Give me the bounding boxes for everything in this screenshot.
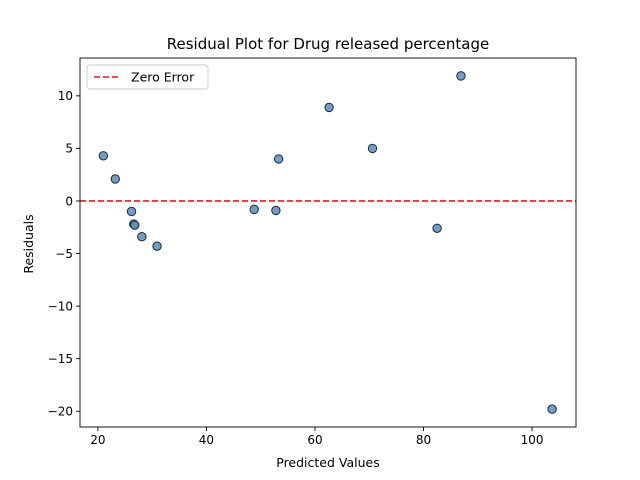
x-tick-label: 100 [521, 433, 544, 447]
plot-area: 20 40 60 80 100 10 5 0 −5 −10 −15 −20 Zero Error [48, 57, 577, 447]
y-tick-label: 5 [65, 142, 73, 156]
residual-point [130, 220, 140, 230]
y-tick-label: 10 [58, 89, 73, 103]
x-tick-label: 60 [307, 433, 322, 447]
legend-box [86, 64, 209, 90]
x-tick-label: 40 [199, 433, 214, 447]
residual-point [273, 154, 284, 164]
residual-point [137, 232, 147, 242]
x-tick-label: 80 [416, 433, 431, 447]
residual-point [456, 71, 466, 81]
residual-point [547, 404, 557, 414]
y-tick-label: −15 [48, 352, 73, 366]
residual-point [367, 143, 378, 154]
residual-point [126, 206, 137, 217]
residual-point [432, 223, 442, 234]
axes-frame [79, 57, 577, 428]
residual-point [324, 102, 334, 113]
x-tick-label: 20 [90, 433, 105, 447]
chart-title: Residual Plot for Drug released percenta… [167, 35, 489, 53]
y-tick-label: −20 [48, 405, 73, 419]
y-tick-label: −5 [55, 247, 73, 261]
residual-point [271, 205, 281, 216]
residual-point [98, 151, 109, 161]
x-axis-label: Predicted Values [276, 455, 380, 470]
y-axis-label: Residuals [21, 214, 36, 273]
residual-point [152, 241, 162, 251]
y-tick-label: −10 [48, 299, 73, 313]
residual-point [110, 174, 120, 184]
y-tick-label: 0 [65, 194, 73, 208]
legend-entry-label: Zero Error [131, 70, 195, 85]
residual-point [249, 204, 259, 215]
